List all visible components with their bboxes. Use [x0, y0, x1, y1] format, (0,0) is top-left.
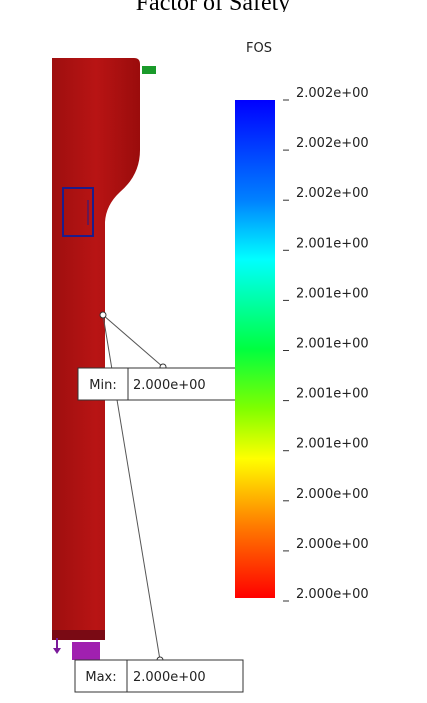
max-value: 2.000e+00 [133, 670, 206, 685]
min-label: Min: [89, 378, 116, 393]
max-label: Max: [85, 670, 116, 685]
fixture [72, 642, 100, 660]
legend-label: 2.002e+00 [296, 86, 369, 101]
legend-label: 2.002e+00 [296, 136, 369, 151]
legend-label: 2.001e+00 [296, 286, 369, 301]
legend-label: 2.000e+00 [296, 587, 369, 602]
part-base [52, 630, 105, 640]
legend-title: FOS [246, 41, 272, 56]
legend-label: 2.001e+00 [296, 236, 369, 251]
legend-label: 2.001e+00 [296, 387, 369, 402]
probe-point [100, 312, 106, 318]
legend-label: 2.001e+00 [296, 437, 369, 452]
color-bar [235, 100, 275, 598]
legend-label: 2.002e+00 [296, 186, 369, 201]
viewport: Factor of Safety Min: 2.000e+00 Max: 2.0… [0, 0, 427, 703]
legend-label: 2.000e+00 [296, 537, 369, 552]
load-marker [142, 66, 156, 74]
legend-label: 2.000e+00 [296, 487, 369, 502]
min-value: 2.000e+00 [133, 378, 206, 393]
legend-label: 2.001e+00 [296, 337, 369, 352]
